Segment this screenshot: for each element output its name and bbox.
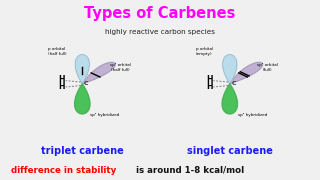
Text: sp² hybridized: sp² hybridized: [90, 113, 119, 117]
Text: Types of Carbenes: Types of Carbenes: [84, 6, 236, 21]
Text: triplet carbene: triplet carbene: [41, 146, 124, 156]
Text: H: H: [58, 75, 65, 84]
Polygon shape: [222, 84, 237, 114]
Text: is around 1-8 kcal/mol: is around 1-8 kcal/mol: [133, 166, 244, 175]
Polygon shape: [223, 55, 237, 84]
Text: C: C: [232, 81, 236, 86]
Text: singlet carbene: singlet carbene: [187, 146, 273, 156]
Polygon shape: [75, 84, 90, 114]
Text: sp² hybridized: sp² hybridized: [238, 113, 267, 117]
Polygon shape: [230, 62, 263, 84]
Text: p orbital
(empty): p orbital (empty): [196, 47, 213, 56]
Text: highly reactive carbon species: highly reactive carbon species: [105, 29, 215, 35]
Text: p orbital
(half full): p orbital (half full): [48, 47, 66, 56]
Polygon shape: [82, 62, 115, 84]
Polygon shape: [75, 55, 89, 84]
Text: H: H: [206, 75, 212, 84]
Text: sp² orbital
(half full): sp² orbital (half full): [110, 64, 131, 72]
Text: C: C: [84, 81, 89, 86]
Text: sp² orbital
(full): sp² orbital (full): [257, 64, 278, 72]
Text: H: H: [206, 82, 212, 91]
Text: H: H: [58, 82, 65, 91]
Text: difference in stability: difference in stability: [11, 166, 116, 175]
